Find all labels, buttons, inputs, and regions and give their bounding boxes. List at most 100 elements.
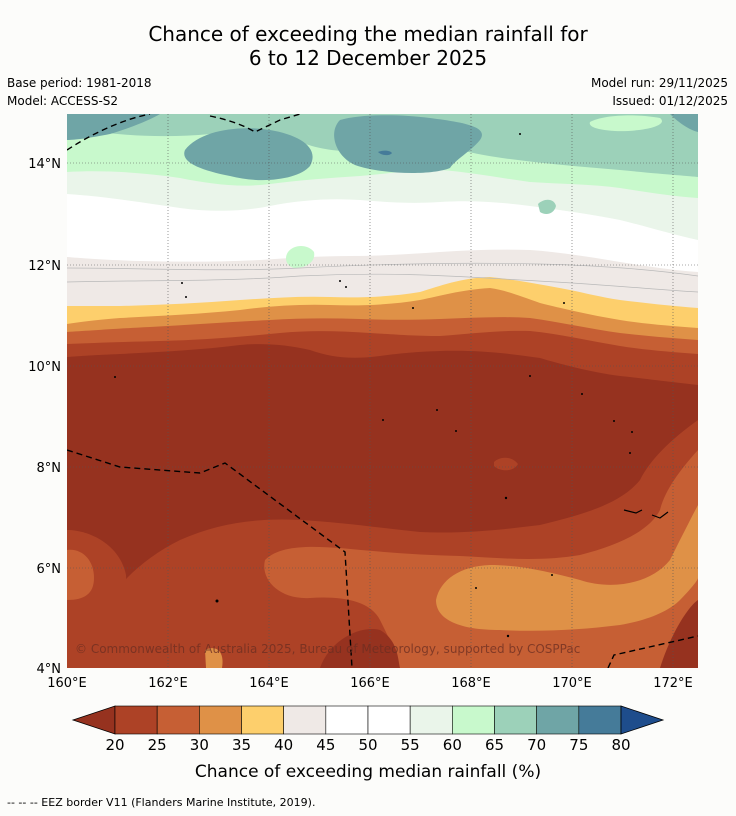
patch-70-central bbox=[334, 115, 482, 174]
patch-below-20-south bbox=[320, 629, 400, 668]
lat-label: 12°N bbox=[28, 259, 61, 274]
patch-65-east bbox=[538, 199, 556, 214]
model-name: Model: ACCESS-S2 bbox=[7, 94, 119, 108]
colorbar-label: 75 bbox=[569, 736, 589, 754]
eez-border-north bbox=[67, 114, 301, 151]
island bbox=[475, 587, 477, 589]
meta-right: Model run: 29/11/2025 Issued: 01/12/2025 bbox=[591, 74, 728, 110]
island bbox=[504, 496, 508, 500]
colorbar-cell bbox=[578, 705, 622, 735]
patch-25-south-west-inner bbox=[67, 549, 94, 600]
lon-label: 170°E bbox=[552, 676, 592, 691]
islands bbox=[114, 133, 669, 638]
island bbox=[181, 282, 183, 284]
island bbox=[215, 599, 219, 603]
island bbox=[613, 420, 615, 422]
colorbar-label: 40 bbox=[274, 736, 294, 754]
eez-border-south-east bbox=[607, 635, 698, 668]
eez-border-central bbox=[67, 449, 353, 668]
gridlines bbox=[67, 114, 698, 668]
colorbar-label: 20 bbox=[105, 736, 125, 754]
colorbar-cell bbox=[452, 705, 495, 735]
colorbar-label: 35 bbox=[231, 736, 252, 754]
colorbar-cell bbox=[283, 705, 327, 735]
meta-left: Base period: 1981-2018 Model: ACCESS-S2 bbox=[7, 74, 152, 110]
colorbar-label: 45 bbox=[316, 736, 336, 754]
colorbar-cell bbox=[409, 705, 453, 735]
patch-30-south bbox=[205, 648, 223, 668]
island bbox=[436, 409, 438, 411]
island bbox=[412, 307, 414, 309]
lon-label: 172°E bbox=[653, 676, 693, 691]
island bbox=[551, 574, 553, 576]
atoll bbox=[623, 509, 643, 514]
title-line-1: Chance of exceeding the median rainfall … bbox=[148, 22, 588, 46]
lat-label: 8°N bbox=[37, 461, 62, 476]
eez-borders bbox=[67, 114, 698, 668]
title-line-2: 6 to 12 December 2025 bbox=[248, 46, 488, 70]
colorbar-label: 25 bbox=[147, 736, 167, 754]
island bbox=[519, 133, 521, 135]
colorbar-cells bbox=[114, 705, 622, 735]
island bbox=[114, 376, 116, 378]
band-30-35-south bbox=[436, 505, 698, 631]
island bbox=[563, 302, 565, 304]
base-period: Base period: 1981-2018 bbox=[7, 76, 152, 90]
patch-70-west bbox=[184, 128, 313, 181]
island bbox=[339, 280, 341, 282]
patch-white-west bbox=[67, 206, 108, 221]
colorbar-label: 50 bbox=[358, 736, 378, 754]
contour-line bbox=[67, 262, 698, 277]
colorbar-label: 60 bbox=[442, 736, 462, 754]
patch-70-east bbox=[670, 114, 698, 132]
colorbar-title: Chance of exceeding median rainfall (%) bbox=[194, 762, 542, 782]
eez-footnote: -- -- -- EEZ border V11 (Flanders Marine… bbox=[7, 796, 316, 809]
colorbar-low-extend bbox=[71, 705, 116, 735]
colorbar-cell bbox=[114, 705, 158, 735]
patch-white-central bbox=[339, 207, 430, 234]
contour-lines bbox=[67, 262, 698, 293]
issued-date: Issued: 01/12/2025 bbox=[612, 94, 728, 108]
colorbar-cell bbox=[536, 705, 580, 735]
lon-label: 160°E bbox=[47, 676, 87, 691]
patch-70-north-west bbox=[67, 114, 160, 140]
patch-below-20-south-east bbox=[660, 600, 698, 668]
lat-label: 10°N bbox=[28, 360, 61, 375]
colorbar-label: 80 bbox=[611, 736, 631, 754]
contour-line bbox=[67, 273, 698, 293]
colorbar-high-extend bbox=[620, 705, 665, 735]
lat-label: 14°N bbox=[28, 157, 61, 172]
rainfall-probability-map bbox=[67, 114, 698, 668]
model-run: Model run: 29/11/2025 bbox=[590, 76, 728, 90]
copyright-watermark: © Commonwealth of Australia 2025, Bureau… bbox=[75, 642, 580, 656]
patch-60-east bbox=[589, 115, 662, 132]
colorbar-label: 70 bbox=[527, 736, 547, 754]
lon-label: 164°E bbox=[249, 676, 289, 691]
map-title: Chance of exceeding the median rainfall … bbox=[0, 22, 736, 70]
colorbar-label: 30 bbox=[189, 736, 209, 754]
island bbox=[581, 393, 583, 395]
island bbox=[631, 431, 633, 433]
colorbar-cell bbox=[367, 705, 411, 735]
island bbox=[455, 430, 457, 432]
lat-label: 6°N bbox=[37, 562, 62, 577]
longitude-labels: 160°E 162°E 164°E 166°E 168°E 170°E 172°… bbox=[47, 676, 693, 691]
island bbox=[382, 419, 384, 421]
island bbox=[506, 634, 510, 638]
island bbox=[185, 296, 187, 298]
colorbar-label: 55 bbox=[400, 736, 420, 754]
island bbox=[629, 452, 631, 454]
patch-75 bbox=[378, 150, 392, 156]
colorbar-cell bbox=[199, 705, 242, 735]
colorbar-cell bbox=[241, 705, 284, 735]
colorbar-cell bbox=[156, 705, 200, 735]
island bbox=[345, 286, 347, 288]
colorbar bbox=[71, 705, 665, 735]
lon-label: 166°E bbox=[350, 676, 390, 691]
latitude-labels: 14°N 12°N 10°N 8°N 6°N 4°N bbox=[28, 157, 61, 677]
lon-label: 168°E bbox=[451, 676, 491, 691]
colorbar-cell bbox=[325, 705, 369, 735]
island bbox=[529, 375, 531, 377]
lon-label: 162°E bbox=[148, 676, 188, 691]
